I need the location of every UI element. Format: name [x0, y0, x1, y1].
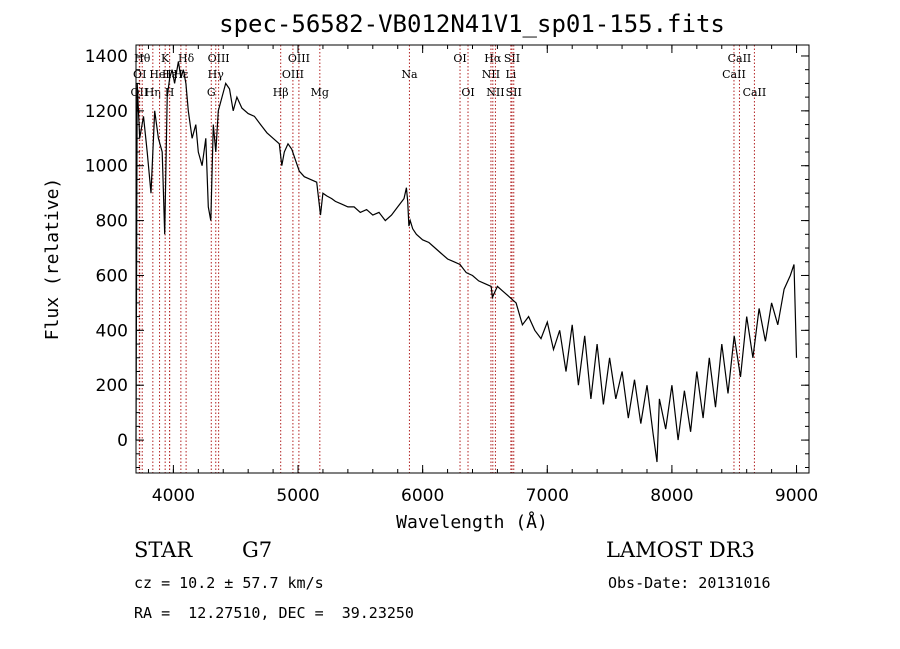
plot-frame — [135, 44, 810, 474]
spectral-line-label: Hδ — [178, 52, 195, 65]
spectral-line-label: SII — [506, 86, 522, 99]
y-tick-label: 800 — [96, 212, 128, 232]
spectral-line-label: Hθ — [134, 52, 151, 65]
redshift-velocity: cz = 10.2 ± 57.7 km/s — [134, 574, 324, 592]
spectral-line-label: K — [161, 52, 170, 65]
spectral-line-label: OIII — [208, 52, 230, 65]
y-tick-label: 200 — [96, 376, 128, 396]
spectral-line-label: Hβ — [273, 86, 289, 99]
y-tick-label: 1000 — [85, 157, 128, 177]
observation-date: Obs-Date: 20131016 — [608, 574, 771, 592]
y-tick-label: 0 — [117, 431, 128, 451]
spectral-line-label: OII — [131, 86, 149, 99]
x-tick-label: 5000 — [276, 486, 319, 506]
x-tick-label: 8000 — [650, 486, 693, 506]
spectral-line-label: CaII — [728, 52, 752, 65]
spectral-line-label: CaII — [722, 68, 746, 81]
survey-name: LAMOST DR3 — [606, 538, 755, 562]
y-tick-label: 600 — [96, 266, 128, 286]
chart-title: spec-56582-VB012N41V1_sp01-155.fits — [219, 10, 725, 38]
y-axis-ticks: 0 200 400 600 800 1000 1200 1400 — [85, 47, 809, 469]
x-axis-ticks: 4000 5000 6000 7000 8000 9000 — [147, 45, 818, 506]
spectral-line-label: Hγ — [208, 68, 225, 81]
coordinates: RA = 12.27510, DEC = 39.23250 — [134, 604, 414, 622]
spectral-line-label: G — [207, 86, 216, 99]
spectral-line-label: OIII — [288, 52, 310, 65]
object-type: STAR — [134, 538, 193, 562]
spectral-line-label: SII — [504, 52, 520, 65]
y-tick-label: 400 — [96, 321, 128, 341]
spectral-line-label: CaII — [743, 86, 767, 99]
spectral-line-label: NII — [486, 86, 504, 99]
y-tick-label: 1200 — [85, 102, 128, 122]
object-subclass: G7 — [242, 538, 273, 562]
spectral-line-label: Hα — [484, 52, 502, 65]
x-tick-label: 4000 — [152, 486, 195, 506]
spectrum-chart: spec-56582-VB012N41V1_sp01-155.fits OIIH… — [42, 10, 818, 533]
flux-series-line — [135, 61, 798, 463]
x-axis-label: Wavelength (Å) — [396, 511, 548, 533]
spectral-line-label: NII — [482, 68, 500, 81]
spectral-line-label: H — [165, 86, 175, 99]
spectral-line-label: Li — [505, 68, 516, 81]
spectral-line-label: Na — [401, 68, 418, 81]
spectral-line-label: OIII — [282, 68, 304, 81]
spectral-line-label: Hη — [145, 86, 161, 99]
spectral-line-label: OI — [461, 86, 474, 99]
y-tick-label: 1400 — [85, 47, 128, 67]
x-tick-label: 7000 — [526, 486, 569, 506]
x-tick-label: 6000 — [401, 486, 444, 506]
spectral-line-label: Mg — [311, 86, 329, 99]
y-axis-label: Flux (relative) — [42, 178, 63, 341]
x-tick-label: 9000 — [775, 486, 818, 506]
spectral-line-label: OI — [453, 52, 466, 65]
